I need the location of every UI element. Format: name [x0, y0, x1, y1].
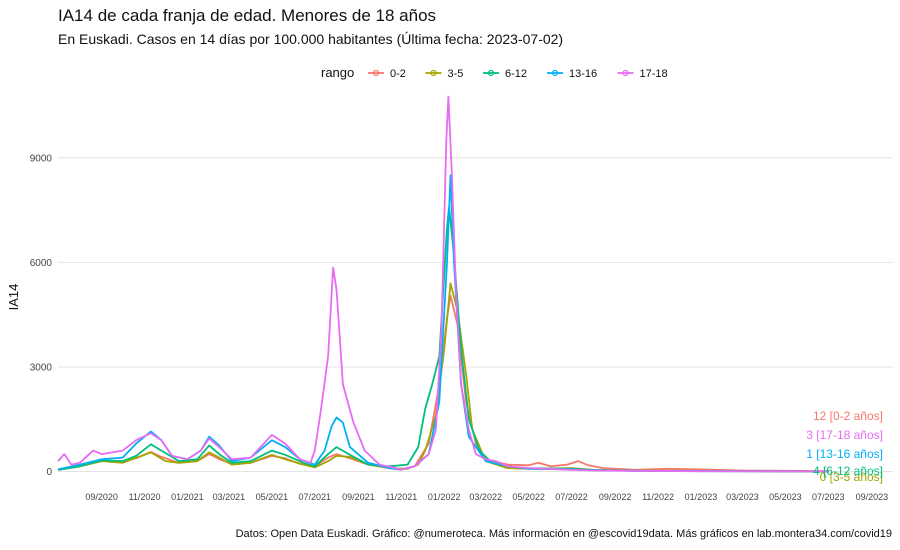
x-tick-label: 03/2023	[726, 492, 759, 502]
x-tick-label: 09/2021	[342, 492, 375, 502]
gridlines	[58, 157, 893, 473]
x-tick-label: 01/2022	[428, 492, 461, 502]
legend-key-marker	[487, 69, 495, 77]
legend-label: 17-18	[640, 68, 668, 80]
x-tick-label: 09/2020	[85, 492, 118, 502]
x-tick-label: 01/2023	[685, 492, 718, 502]
x-tick-label: 03/2021	[213, 492, 246, 502]
y-tick-label: 6000	[30, 258, 53, 269]
series-line-17-18	[57, 95, 830, 473]
end-label-3-5: 0 [3-5 años]	[820, 470, 883, 484]
x-tick-label: 07/2022	[555, 492, 588, 502]
y-tick-label: 0	[46, 467, 52, 478]
legend-item-6-12: 6-12	[483, 68, 527, 80]
series-lines	[57, 95, 830, 473]
end-labels: 12 [0-2 años] 0 [3-5 años]4 [6-12 años] 1 …	[806, 409, 883, 484]
x-tick-label: 11/2022	[642, 492, 674, 502]
y-tick-label: 9000	[30, 153, 53, 164]
x-tick-label: 05/2021	[256, 492, 289, 502]
legend-item-3-5: 3-5	[425, 68, 464, 80]
x-tick-label: 09/2023	[856, 492, 889, 502]
end-label-0-2: 12 [0-2 años]	[813, 409, 883, 423]
x-tick-label: 03/2022	[469, 492, 502, 502]
y-axis-ticks: 0 3000 6000 9000	[30, 153, 53, 478]
legend-key-marker	[372, 69, 380, 77]
y-tick-label: 3000	[30, 362, 53, 373]
x-tick-label: 09/2022	[599, 492, 632, 502]
legend-key-marker	[430, 69, 437, 77]
chart-caption: Datos: Open Data Euskadi. Gráfico: @nume…	[235, 528, 892, 540]
legend-item-0-2: 0-2	[368, 68, 406, 80]
legend-label: 6-12	[505, 68, 527, 80]
legend-label: 3-5	[448, 68, 464, 80]
legend-title: rango	[321, 65, 354, 80]
legend-key-marker	[622, 69, 629, 77]
x-tick-label: 05/2022	[512, 492, 545, 502]
x-tick-label: 05/2023	[769, 492, 802, 502]
x-tick-label: 11/2021	[385, 492, 417, 502]
legend: rango 0-2 3-5 6-12 13-16 17-18	[321, 65, 668, 80]
legend-item-17-18: 17-18	[617, 68, 668, 80]
x-tick-label: 07/2021	[298, 492, 331, 502]
x-tick-label: 11/2020	[129, 492, 161, 502]
end-label-17-18: 3 [17-18 años]	[806, 428, 883, 442]
x-axis-ticks: 09/2020 11/2020 01/2021 03/2021 05/2021 07/20…	[85, 492, 888, 502]
end-label-6-12: 4 [6-12 años]	[813, 464, 883, 478]
legend-label: 13-16	[569, 68, 597, 80]
legend-key-marker	[551, 69, 559, 77]
x-tick-label: 07/2023	[812, 492, 845, 502]
chart-title: IA14 de cada franja de edad. Menores de …	[58, 6, 437, 25]
x-tick-label: 01/2021	[171, 492, 204, 502]
chart-subtitle: En Euskadi. Casos en 14 días por 100.000…	[58, 31, 564, 47]
legend-item-13-16: 13-16	[547, 68, 597, 80]
end-label-13-16: 1 [13-16 años]	[806, 447, 883, 461]
y-axis-label: IA14	[6, 284, 21, 311]
legend-label: 0-2	[390, 68, 406, 80]
